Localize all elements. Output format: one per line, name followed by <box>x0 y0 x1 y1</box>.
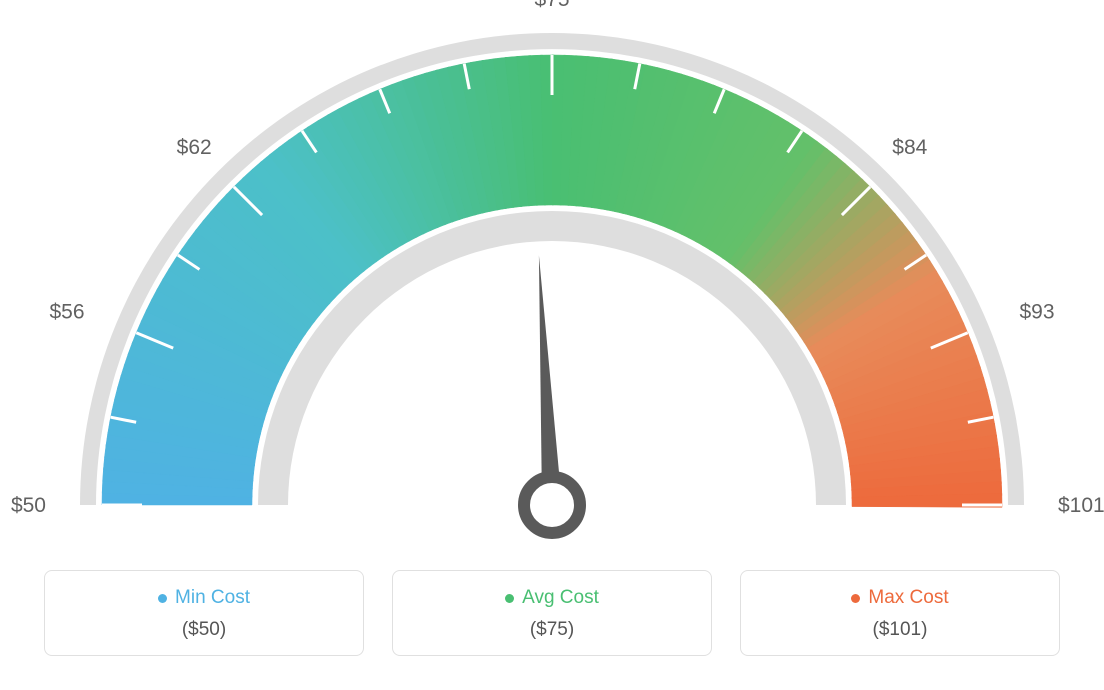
legend-label-min: Min Cost <box>158 587 250 609</box>
legend-label-avg: Avg Cost <box>505 587 599 609</box>
legend-text-min: Min Cost <box>175 587 250 609</box>
svg-text:$84: $84 <box>892 136 927 159</box>
dot-icon <box>158 594 167 603</box>
legend-text-max: Max Cost <box>868 587 948 609</box>
legend-card-avg: Avg Cost ($75) <box>392 570 712 656</box>
gauge-chart: $50 $56 $62 $75 $84 $93 $101 <box>0 0 1104 560</box>
svg-text:$62: $62 <box>177 136 212 159</box>
dot-icon <box>505 594 514 603</box>
legend-value-min: ($50) <box>55 619 353 641</box>
svg-text:$93: $93 <box>1019 300 1054 323</box>
legend-row: Min Cost ($50) Avg Cost ($75) Max Cost (… <box>0 570 1104 656</box>
svg-text:$75: $75 <box>534 0 569 11</box>
legend-text-avg: Avg Cost <box>522 587 599 609</box>
legend-card-min: Min Cost ($50) <box>44 570 364 656</box>
legend-label-max: Max Cost <box>851 587 948 609</box>
legend-card-max: Max Cost ($101) <box>740 570 1060 656</box>
legend-value-max: ($101) <box>751 619 1049 641</box>
gauge-svg: $50 $56 $62 $75 $84 $93 $101 <box>0 0 1104 560</box>
svg-text:$101: $101 <box>1058 494 1104 517</box>
dot-icon <box>851 594 860 603</box>
legend-value-avg: ($75) <box>403 619 701 641</box>
svg-text:$56: $56 <box>49 300 84 323</box>
svg-text:$50: $50 <box>11 494 46 517</box>
